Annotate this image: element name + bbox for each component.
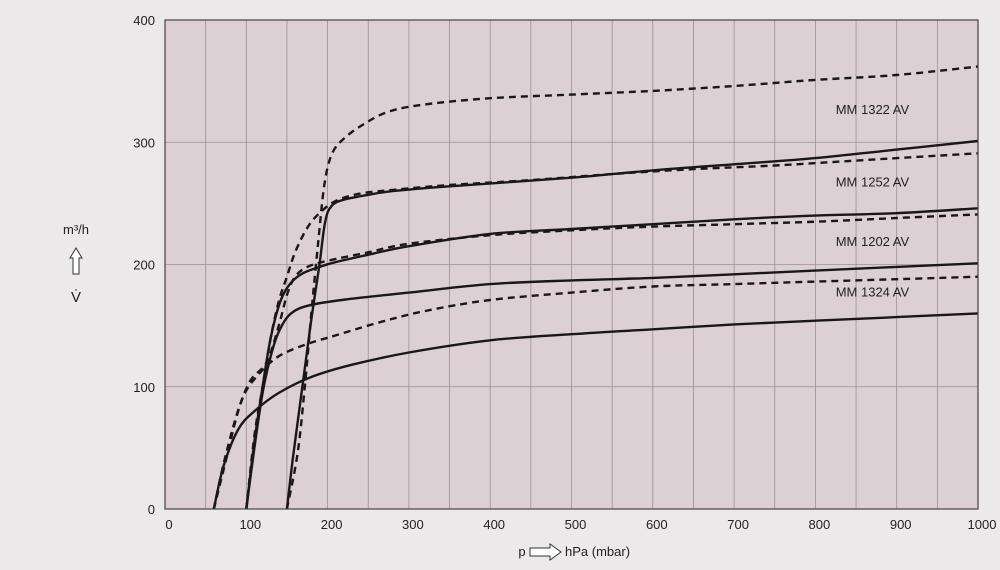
solid-curve (212, 312, 979, 510)
x-tick-label: 1000 (968, 517, 997, 532)
solid-curve (245, 207, 979, 510)
y-tick-label: 300 (133, 135, 155, 150)
dashed-curve (212, 275, 979, 510)
x-axis-unit-label: hPa (mbar) (565, 544, 630, 559)
series-label: MM 1322 AV (836, 102, 910, 117)
solid-curve (285, 139, 979, 510)
y-tick-label: 200 (133, 258, 155, 273)
y-tick-label: 0 (148, 502, 155, 517)
x-tick-label: 100 (239, 517, 261, 532)
plot-frame (164, 19, 979, 510)
y-axis-unit-label: m³/h (63, 222, 89, 237)
x-tick-label: 600 (646, 517, 668, 532)
tick-labels: 0 100 200 300 400 500 600 700 800 900 1000 0 100 200 3… (133, 13, 996, 532)
right-arrow-icon (529, 543, 562, 561)
series-label: MM 1202 AV (836, 234, 910, 249)
x-axis-pressure-symbol: p (518, 544, 525, 559)
up-arrow-icon (69, 247, 83, 275)
x-tick-label: 400 (483, 517, 505, 532)
y-tick-label: 400 (133, 13, 155, 28)
x-tick-label: 700 (727, 517, 749, 532)
series-labels: MM 1322 AV MM 1252 AV MM 1202 AV MM 1324 AV (836, 102, 910, 299)
x-tick-label: 200 (321, 517, 343, 532)
x-tick-label: 900 (890, 517, 912, 532)
x-tick-label: 300 (402, 517, 424, 532)
x-tick-label: 800 (809, 517, 831, 532)
y-tick-label: 100 (133, 380, 155, 395)
y-axis-symbol: V̇ (71, 289, 81, 306)
x-tick-label: 500 (565, 517, 587, 532)
series-label: MM 1252 AV (836, 174, 910, 189)
series-label: MM 1324 AV (836, 284, 910, 299)
curves (212, 65, 979, 510)
dashed-curve (245, 152, 979, 510)
grid (165, 20, 978, 509)
x-tick-label: 0 (165, 517, 172, 532)
dashed-curve (212, 213, 979, 510)
